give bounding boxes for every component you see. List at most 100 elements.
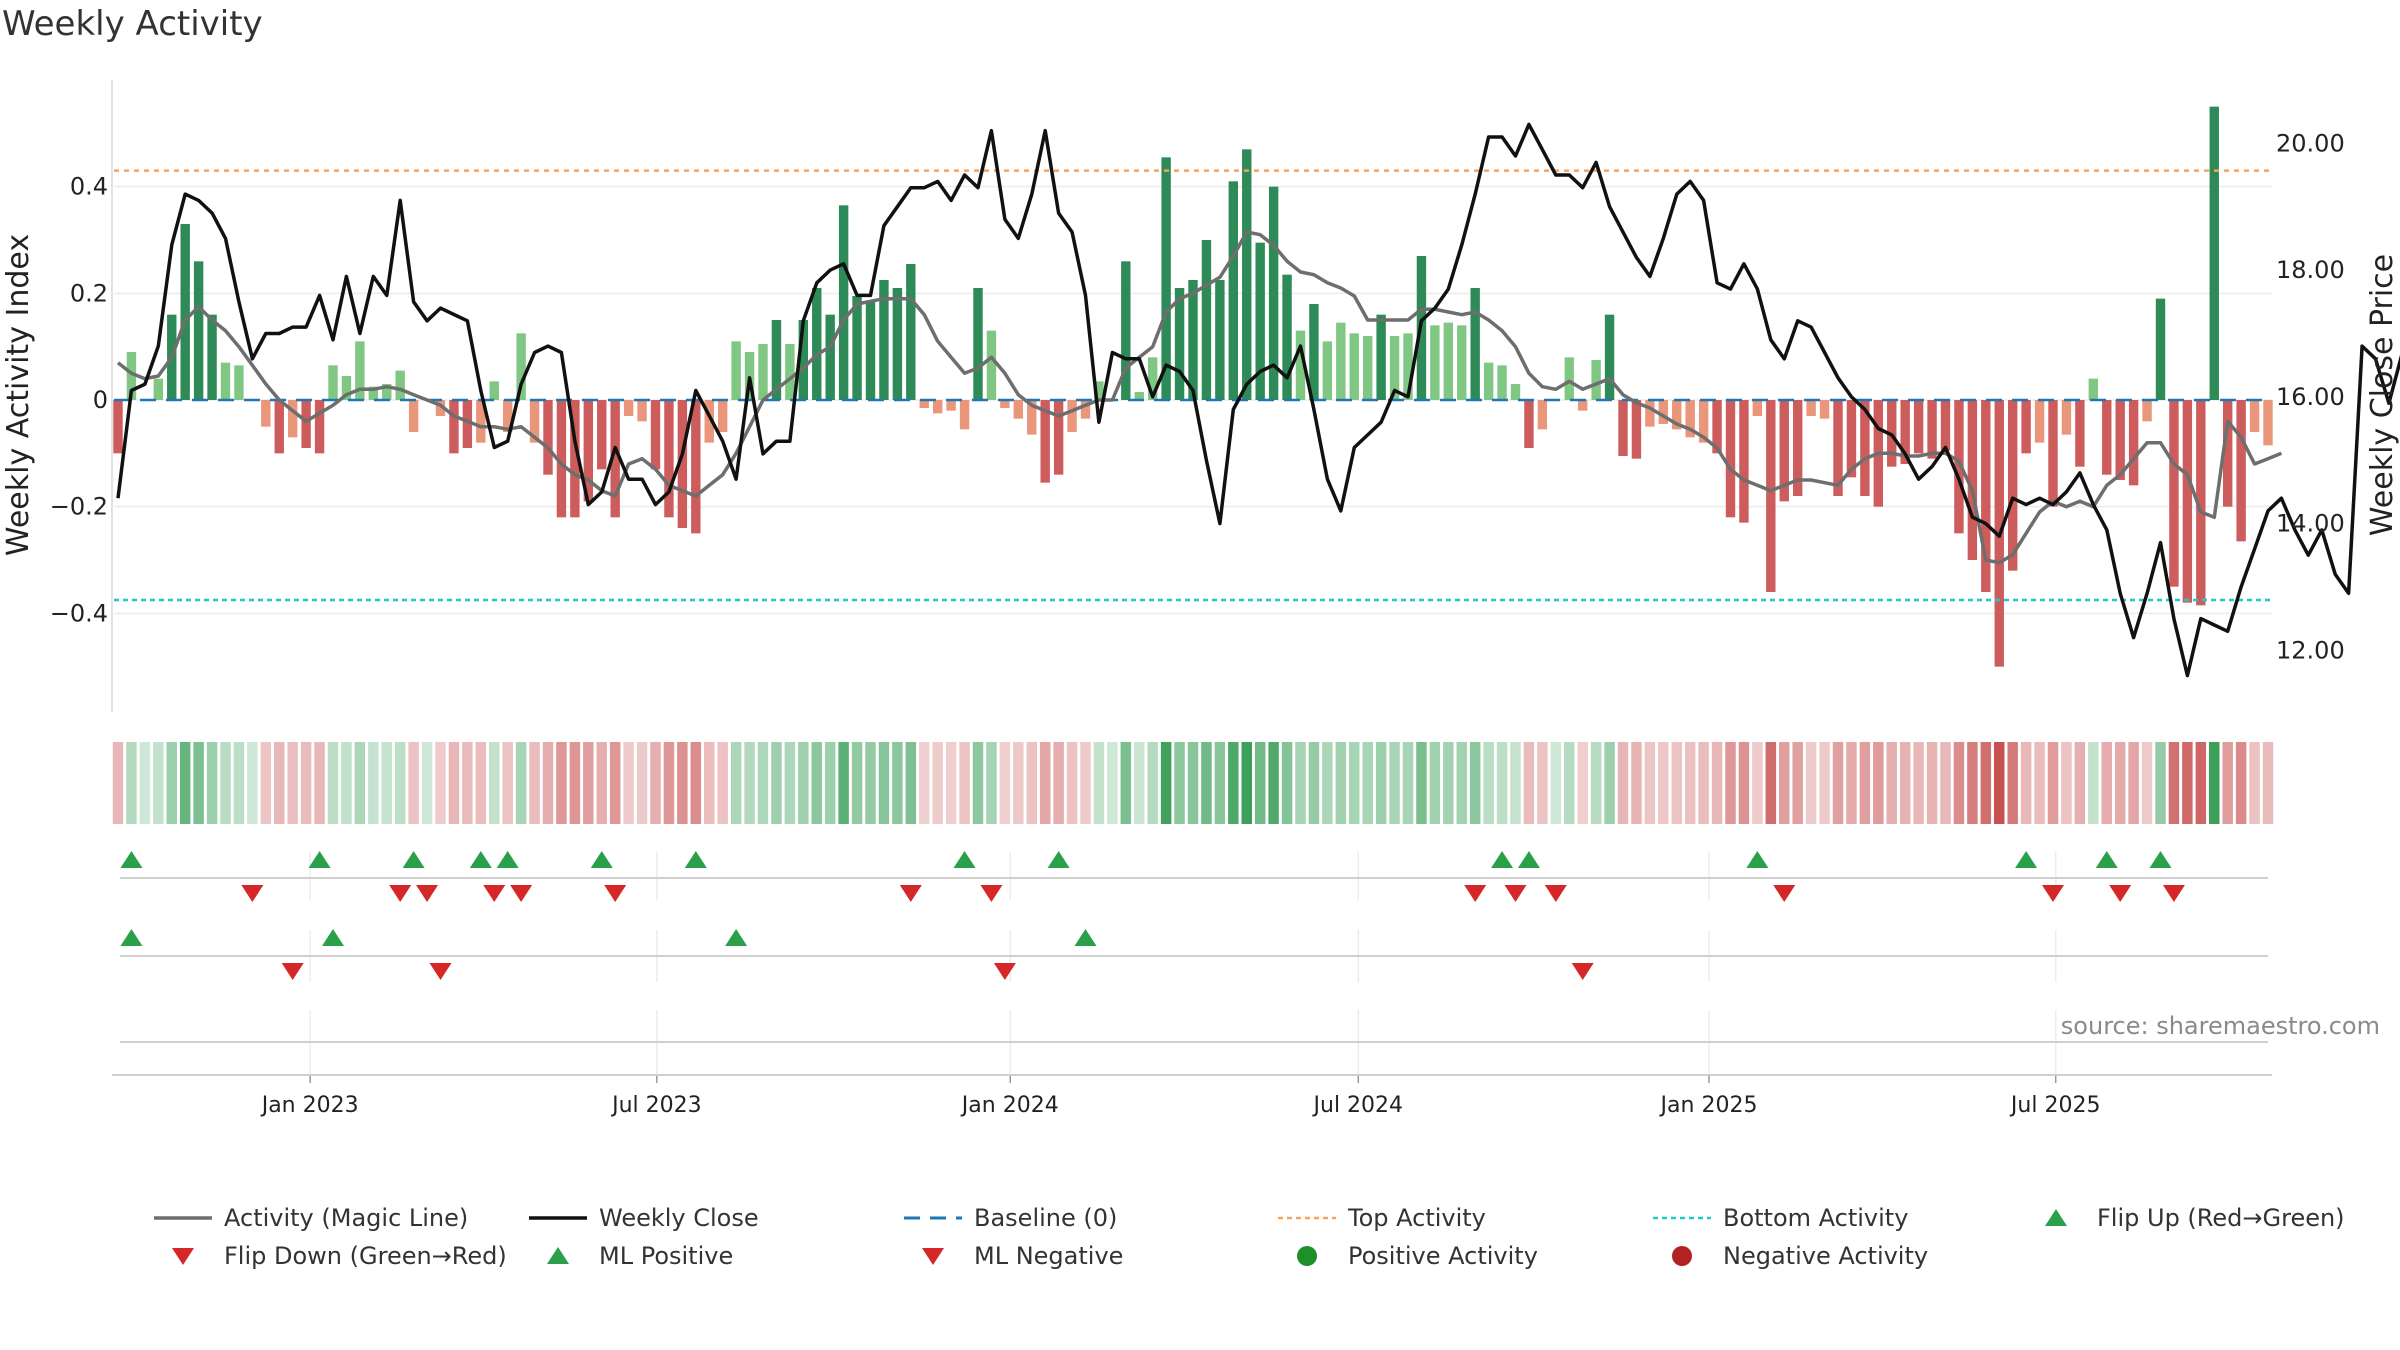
activity-bar <box>449 400 459 454</box>
activity-bar <box>1255 242 1265 400</box>
flip-up-marker <box>953 851 976 868</box>
activity-bar <box>1443 322 1454 400</box>
activity-bar <box>1080 400 1091 419</box>
activity-bar <box>2209 106 2219 401</box>
ml-positive-marker <box>1074 929 1097 946</box>
activity-bar <box>1577 400 1588 411</box>
legend-symbol-icon <box>1274 1244 1340 1268</box>
x-tick-label: Jul 2023 <box>610 1093 702 1118</box>
flip-down-marker <box>604 885 627 902</box>
activity-strip-cell <box>1886 742 1897 824</box>
flip-down-marker <box>980 885 1003 902</box>
activity-strip-cell <box>2088 742 2099 824</box>
activity-strip-cell <box>811 742 822 824</box>
activity-strip-cell <box>1228 742 1239 824</box>
activity-bar <box>1981 400 1991 592</box>
activity-strip-cell <box>1537 742 1548 824</box>
activity-bar <box>489 381 499 400</box>
activity-strip-cell <box>489 742 500 824</box>
legend-symbol-icon <box>525 1244 591 1268</box>
activity-strip-cell <box>1967 742 1978 824</box>
activity-bar <box>395 370 405 400</box>
activity-bar <box>301 400 311 448</box>
legend-label: Bottom Activity <box>1723 1204 1909 1232</box>
legend-label: Negative Activity <box>1723 1242 1929 1270</box>
activity-bar <box>529 400 540 443</box>
activity-bar <box>758 344 768 400</box>
activity-bars <box>113 106 2273 667</box>
activity-strip-cell <box>1779 742 1790 824</box>
y-tick-label: 0.4 <box>70 173 108 201</box>
legend-symbol-icon <box>2023 1206 2089 1230</box>
x-tick-label: Jul 2024 <box>1312 1093 1404 1118</box>
activity-bar <box>1604 314 1615 400</box>
activity-bar <box>1470 288 1480 400</box>
activity-strip-cell <box>1389 742 1400 824</box>
activity-bar <box>610 400 620 518</box>
activity-strip-cell <box>744 742 755 824</box>
activity-bar <box>812 288 822 400</box>
flip-up-marker <box>590 851 613 868</box>
activity-strip-cell <box>1832 742 1844 824</box>
activity-strip-cell <box>2195 742 2207 824</box>
x-tick-label: Jan 2023 <box>260 1093 359 1118</box>
activity-bar <box>825 314 835 400</box>
legend-symbol-icon <box>150 1244 216 1268</box>
activity-strip-cell <box>650 742 661 824</box>
activity-strip-cell <box>1577 742 1588 824</box>
legend-item: Activity (Magic Line) <box>150 1204 468 1232</box>
activity-bar <box>1376 314 1386 400</box>
activity-bar <box>1282 274 1292 400</box>
activity-strip-cell <box>2155 742 2166 824</box>
legend-symbol-icon <box>150 1206 216 1230</box>
activity-strip-cell <box>1631 742 1642 824</box>
activity-strip-cell <box>569 742 581 824</box>
activity-strip-cell <box>1402 742 1414 824</box>
activity-bar <box>1053 400 1064 475</box>
activity-strip-cell <box>892 742 903 824</box>
activity-bar <box>865 301 876 400</box>
y-axis-title: Weekly Activity Index <box>1 234 36 556</box>
legend-label: Baseline (0) <box>974 1204 1118 1232</box>
activity-strip-cell <box>1926 742 1938 824</box>
activity-bar <box>2061 400 2072 435</box>
flip-up-marker <box>308 851 331 868</box>
activity-strip-cell <box>824 742 836 824</box>
x-tick-label: Jan 2025 <box>1659 1093 1758 1118</box>
ml-positive-marker <box>120 929 143 946</box>
activity-bar <box>1739 400 1749 523</box>
activity-strip-cell <box>1953 742 1965 824</box>
activity-bar <box>462 400 473 448</box>
activity-bar <box>1510 384 1521 400</box>
activity-strip-cell <box>1053 742 1064 824</box>
legend-label: Activity (Magic Line) <box>224 1204 469 1232</box>
weekly-close-line <box>116 122 2400 678</box>
activity-strip-cell <box>327 742 339 824</box>
activity-bar <box>1645 400 1655 427</box>
activity-strip-cell <box>1684 742 1696 824</box>
flip-up-marker <box>1746 851 1769 868</box>
activity-strip-cell <box>730 742 742 824</box>
activity-strip-cell <box>704 742 715 824</box>
legend-item: Negative Activity <box>1649 1242 1928 1270</box>
legend-symbol-icon <box>900 1206 966 1230</box>
activity-strip-cell <box>1429 742 1441 824</box>
legend: Activity (Magic Line) Weekly Close Baselin… <box>150 1204 2400 1284</box>
activity-bar <box>664 400 674 518</box>
activity-strip-cell <box>1469 742 1481 824</box>
activity-bar <box>328 365 338 400</box>
activity-bar <box>704 400 714 443</box>
activity-strip-cell <box>394 742 406 824</box>
activity-strip-cell <box>1765 742 1777 824</box>
activity-bar <box>597 400 607 470</box>
activity-bar <box>180 224 190 400</box>
activity-bar <box>1752 400 1763 416</box>
activity-bar <box>570 400 580 518</box>
activity-bar <box>1954 400 1964 534</box>
activity-strip-cell <box>1335 742 1347 824</box>
flip-down-marker <box>2042 885 2064 902</box>
activity-strip-cell <box>1080 742 1091 824</box>
activity-strip-cell <box>1066 742 1078 824</box>
activity-strip-cell <box>583 742 594 824</box>
activity-strip-cell <box>690 742 702 824</box>
